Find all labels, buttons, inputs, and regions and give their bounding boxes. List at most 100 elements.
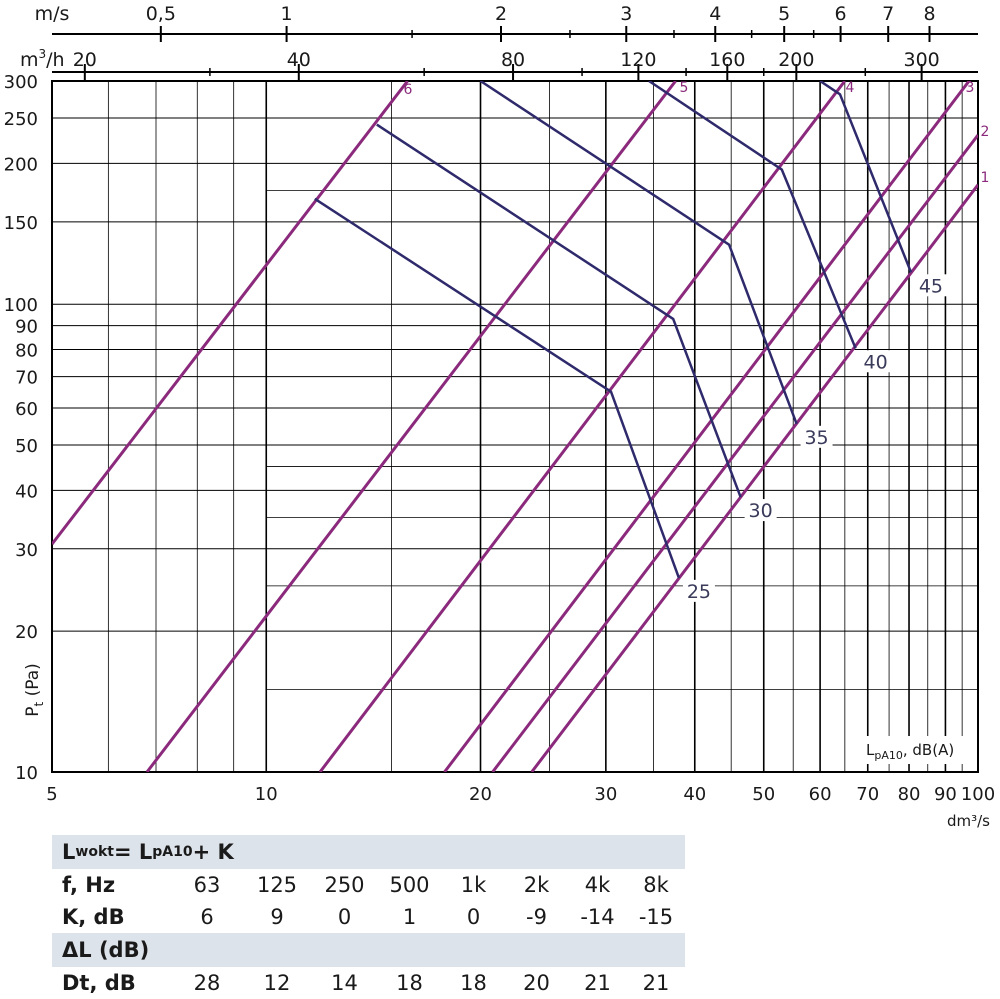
dt-row-label: Dt, dB bbox=[62, 971, 136, 995]
sound-line-45 bbox=[819, 81, 913, 273]
y-tick-label: 250 bbox=[4, 109, 38, 130]
sound-line-40 bbox=[648, 81, 857, 349]
velocity-tick-label: 8 bbox=[923, 3, 935, 25]
frequency-cell: 1k bbox=[460, 873, 487, 897]
sound-line-label: 35 bbox=[804, 427, 828, 449]
formula-r-sub: pA10 bbox=[152, 844, 193, 860]
x-tick-label: 80 bbox=[898, 784, 921, 805]
velocity-axis-unit: m/s bbox=[35, 3, 70, 25]
k-cell: 9 bbox=[270, 905, 284, 929]
x-tick-label: 5 bbox=[46, 784, 57, 805]
x-tick-label: 50 bbox=[752, 784, 775, 805]
flow-tick-label: 160 bbox=[709, 49, 745, 71]
sound-line-30 bbox=[376, 123, 742, 498]
dt-cell: 14 bbox=[331, 971, 358, 995]
frequency-cell: 2k bbox=[523, 873, 550, 897]
sound-line-label: 30 bbox=[749, 500, 773, 522]
pressure-flow-chart: m/s 0,5 1 2 3 4 5 6 7 8m3/h 20 40 80 120 160 200 300 5 10… bbox=[4, 3, 996, 830]
y-tick-label: 80 bbox=[15, 341, 38, 362]
flow-tick-label: 40 bbox=[287, 49, 311, 71]
position-line-4 bbox=[318, 81, 846, 772]
position-line-label: 1 bbox=[981, 170, 990, 186]
frequency-cell: 500 bbox=[389, 873, 430, 897]
k-cell: 0 bbox=[466, 905, 481, 929]
dt-cell: 18 bbox=[460, 971, 487, 995]
position-line-5 bbox=[145, 81, 677, 772]
position-line-label: 4 bbox=[846, 80, 855, 96]
frequency-cell: 63 bbox=[193, 873, 221, 897]
dt-cell: 18 bbox=[396, 971, 423, 995]
y-tick-label: 70 bbox=[15, 368, 38, 389]
flow-tick-label: 300 bbox=[903, 49, 939, 71]
velocity-tick-label: 7 bbox=[882, 3, 894, 25]
chart-grid bbox=[51, 80, 979, 773]
x-tick-label: 100 bbox=[961, 784, 995, 805]
chart-labels: 5 10 20 30 40 50 60 70 80 90 100dm³/s1020304050607… bbox=[4, 72, 996, 830]
position-line-label: 5 bbox=[680, 80, 689, 96]
position-line-label: 2 bbox=[981, 124, 990, 140]
sound-line-35 bbox=[479, 81, 798, 425]
dt-cell: 20 bbox=[523, 971, 550, 995]
frequency-cell: 250 bbox=[324, 873, 365, 897]
k-cell: -14 bbox=[580, 905, 615, 929]
velocity-tick-label: 0,5 bbox=[146, 3, 176, 25]
y-tick-label: 60 bbox=[15, 399, 38, 420]
lpa-label: LpA10, dB(A) bbox=[866, 741, 954, 762]
formula-eq: = L bbox=[113, 840, 153, 864]
formula-tail: + K bbox=[192, 840, 234, 864]
k-cell: -15 bbox=[638, 905, 674, 929]
sound-line-label: 40 bbox=[863, 351, 887, 373]
y-tick-label: 50 bbox=[15, 436, 38, 457]
y-tick-label: 40 bbox=[15, 481, 38, 502]
y-tick-label: 30 bbox=[15, 540, 38, 561]
position-line-label: 3 bbox=[966, 80, 975, 96]
y-tick-label: 150 bbox=[4, 213, 38, 234]
y-tick-label: 300 bbox=[4, 72, 38, 93]
flow-tick-label: 80 bbox=[501, 49, 525, 71]
position-line-6 bbox=[52, 81, 409, 546]
position-line-1 bbox=[530, 183, 978, 772]
dt-cell: 21 bbox=[584, 971, 611, 995]
x-tick-label: 90 bbox=[934, 784, 957, 805]
lpa-label-bg bbox=[862, 736, 970, 764]
x-tick-label: 30 bbox=[594, 784, 617, 805]
dt-cell: 12 bbox=[263, 971, 291, 995]
frequency-cell: 125 bbox=[256, 873, 298, 897]
dt-cells: 28 12 14 18 18 20 21 21 bbox=[172, 971, 685, 995]
velocity-tick-label: 6 bbox=[835, 3, 847, 25]
y-tick-label: 200 bbox=[4, 154, 38, 175]
sound-label-bg bbox=[800, 425, 833, 448]
x-axis-label: dm³/s bbox=[947, 812, 990, 830]
k-cell: 6 bbox=[200, 905, 214, 929]
dt-row: Dt, dB 28 12 14 18 18 20 21 21 bbox=[52, 967, 685, 999]
y-axis-label: Pt (Pa) bbox=[23, 663, 46, 717]
position-line-2 bbox=[491, 134, 978, 772]
k-cell: -9 bbox=[526, 905, 547, 929]
frequency-cell: 8k bbox=[643, 873, 669, 897]
frequency-row-label: f, Hz bbox=[62, 873, 116, 897]
dt-cell: 21 bbox=[642, 971, 670, 995]
y-tick-label: 100 bbox=[4, 295, 38, 316]
x-tick-label: 10 bbox=[255, 784, 278, 805]
sound-label-bg bbox=[859, 350, 892, 373]
k-cell: 1 bbox=[402, 905, 417, 929]
x-tick-label: 70 bbox=[856, 784, 879, 805]
velocity-tick-label: 5 bbox=[778, 3, 790, 25]
flow-tick-label: 200 bbox=[778, 49, 814, 71]
velocity-tick-label: 1 bbox=[281, 3, 293, 25]
velocity-tick-label: 3 bbox=[620, 3, 632, 25]
k-cells: 6 9 0 1 0 -9 -14 -15 bbox=[172, 905, 685, 929]
plot-frame bbox=[51, 80, 979, 773]
k-cell: 0 bbox=[337, 905, 352, 929]
k-row: K, dB 6 9 0 1 0 -9 -14 -15 bbox=[52, 901, 685, 933]
formula-l-sub: wokt bbox=[75, 844, 114, 860]
chart-series bbox=[52, 81, 978, 772]
sound-label-bg bbox=[682, 579, 715, 602]
frequency-cell: 4k bbox=[584, 873, 611, 897]
position-line-label: 6 bbox=[404, 82, 413, 98]
y-tick-label: 10 bbox=[15, 763, 38, 784]
frequency-row: f, Hz 63 125 250 500 1k 2k 4k 8k bbox=[52, 869, 685, 901]
frequency-cells: 63 125 250 500 1k 2k 4k 8k bbox=[172, 873, 685, 897]
